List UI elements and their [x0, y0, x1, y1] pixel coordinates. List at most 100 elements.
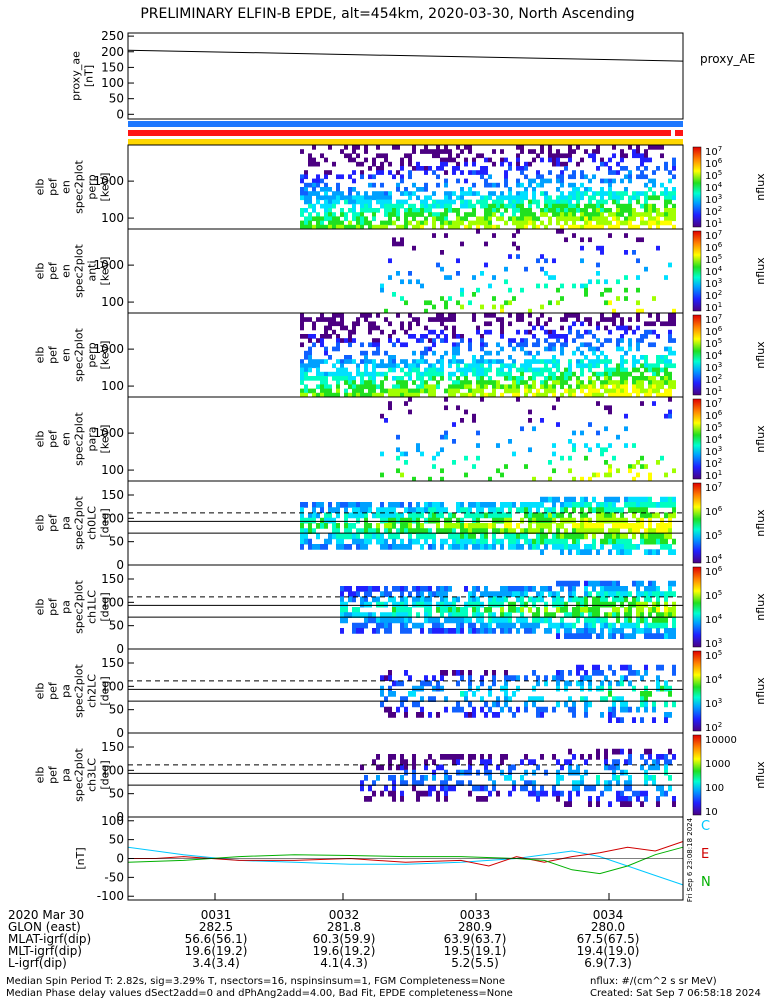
heatmap-cell: [656, 334, 660, 339]
heatmap-cell: [540, 254, 544, 259]
heatmap-cell: [444, 338, 448, 343]
heatmap-cell: [620, 166, 624, 171]
heatmap-cell: [480, 376, 484, 381]
heatmap-cell: [552, 596, 556, 603]
heatmap-cell: [512, 544, 516, 550]
heatmap-cell: [620, 359, 624, 364]
heatmap-cell: [404, 670, 408, 676]
heatmap-cell: [532, 759, 536, 765]
exponent: 7: [718, 229, 722, 237]
heatmap-cell: [620, 622, 624, 629]
heatmap-cell: [572, 224, 576, 230]
heatmap-cell: [420, 544, 424, 550]
heatmap-cell: [484, 628, 488, 634]
heatmap-cell: [528, 384, 532, 390]
heatmap-cell: [620, 801, 624, 807]
heatmap-cell: [564, 544, 568, 550]
heatmap-cell: [468, 388, 472, 394]
heatmap-cell: [332, 321, 336, 327]
heatmap-cell: [344, 502, 348, 508]
heatmap-cell: [648, 538, 652, 545]
heatmap-cell: [580, 363, 584, 369]
heatmap-cell: [544, 538, 548, 545]
heatmap-cell: [632, 367, 636, 373]
heatmap-cell: [544, 363, 548, 369]
heatmap-cell: [360, 507, 364, 513]
heatmap-cell: [484, 182, 488, 188]
heatmap-cell: [352, 512, 356, 519]
y-tick-label: 0: [116, 642, 124, 656]
heatmap-cell: [640, 355, 644, 360]
heatmap-cell: [448, 317, 452, 322]
heatmap-cell: [460, 287, 464, 293]
heatmap-cell: [400, 596, 404, 603]
heatmap-cell: [500, 359, 504, 364]
heatmap-cell: [456, 622, 460, 629]
heatmap-cell: [496, 350, 500, 356]
heatmap-cell: [476, 220, 480, 226]
heatmap-cell: [556, 300, 560, 306]
heatmap-cell: [572, 182, 576, 188]
heatmap-cell: [364, 359, 368, 364]
heatmap-cell: [564, 203, 568, 209]
heatmap-cell: [532, 701, 536, 708]
heatmap-cell: [364, 380, 368, 385]
heatmap-cell: [508, 439, 512, 444]
heatmap-cell: [388, 191, 392, 196]
heatmap-cell: [540, 502, 544, 508]
heatmap-cell: [548, 591, 552, 597]
fgm-series-E: [128, 841, 684, 867]
heatmap-cell: [568, 633, 572, 639]
heatmap-cell: [580, 283, 584, 289]
heatmap-cell: [640, 790, 644, 797]
heatmap-cell: [508, 601, 512, 608]
heatmap-cell: [420, 780, 424, 786]
heatmap-cell: [612, 455, 616, 461]
heatmap-cell: [644, 157, 648, 163]
heatmap-cell: [376, 507, 380, 513]
heatmap-cell: [432, 191, 436, 196]
y-axis-label-line: pa: [60, 768, 73, 782]
heatmap-cell: [636, 346, 640, 352]
heatmap-cell: [480, 533, 484, 540]
heatmap-cell: [652, 591, 656, 597]
heatmap-cell: [544, 617, 548, 624]
heatmap-cell: [336, 544, 340, 550]
heatmap-cell: [460, 195, 464, 201]
heatmap-cell: [672, 468, 676, 474]
heatmap-cell: [420, 388, 424, 394]
heatmap-cell: [648, 775, 652, 781]
y-axis-label-line: ch3LC: [86, 758, 99, 792]
heatmap-cell: [400, 780, 404, 786]
heatmap-cell: [304, 392, 308, 398]
heatmap-cell: [488, 507, 492, 513]
heatmap-cell: [380, 329, 384, 335]
heatmap-cell: [620, 195, 624, 201]
heatmap-cell: [460, 367, 464, 373]
heatmap-cell: [652, 342, 656, 348]
heatmap-cell: [512, 296, 516, 301]
heatmap-cell: [616, 199, 620, 205]
heatmap-cell: [580, 334, 584, 339]
heatmap-cell: [552, 405, 556, 411]
heatmap-cell: [608, 472, 612, 478]
heatmap-cell: [528, 544, 532, 550]
heatmap-cell: [616, 696, 620, 702]
heatmap-cell: [608, 388, 612, 394]
heatmap-cell: [600, 502, 604, 508]
heatmap-cell: [648, 208, 652, 213]
heatmap-cell: [596, 748, 600, 755]
heatmap-cell: [652, 717, 656, 723]
heatmap-cell: [348, 512, 352, 519]
heatmap-cell: [576, 601, 580, 608]
heatmap-cell: [540, 392, 544, 398]
heatmap-cell: [508, 363, 512, 369]
heatmap-cell: [552, 468, 556, 474]
heatmap-cell: [668, 591, 672, 597]
heatmap-cell: [584, 712, 588, 718]
heatmap-cell: [648, 628, 652, 634]
heatmap-cell: [636, 367, 640, 373]
heatmap-cell: [580, 430, 584, 436]
heatmap-cell: [548, 496, 552, 503]
heatmap-cell: [320, 544, 324, 550]
